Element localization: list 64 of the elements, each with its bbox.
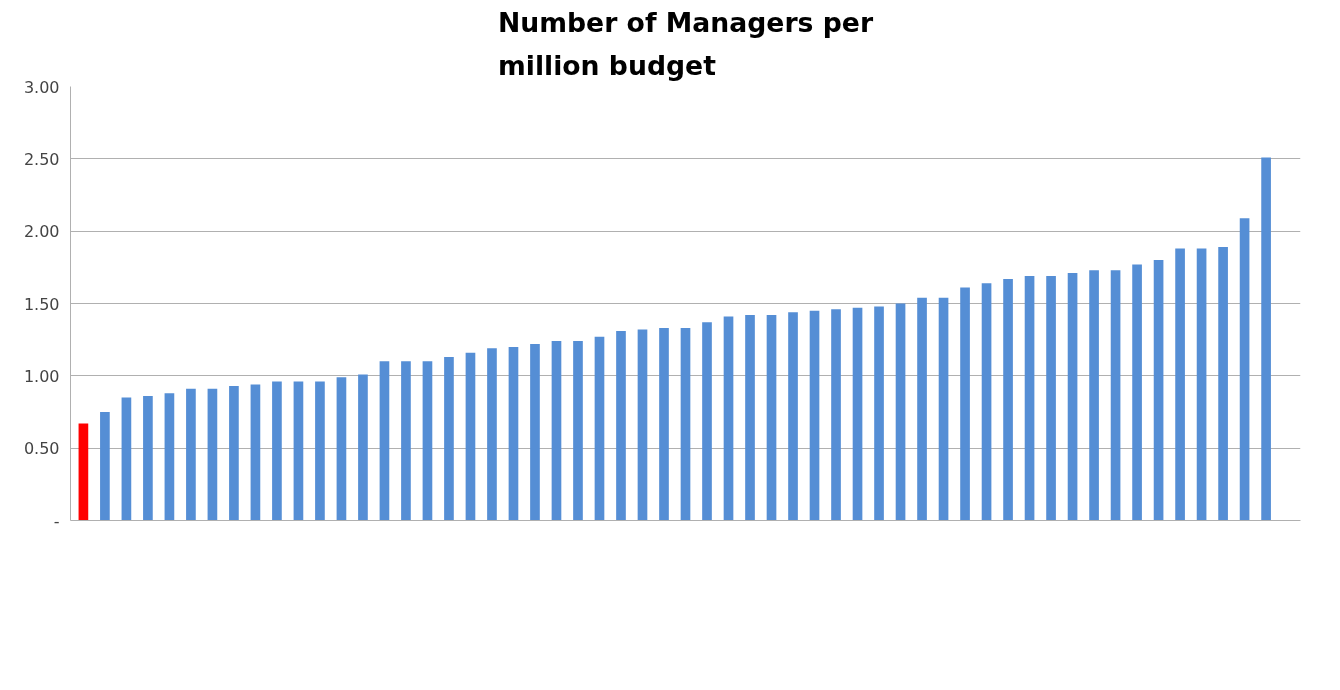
chart-title: Number of Managers per million budget: [497, 7, 874, 82]
bar: [487, 348, 497, 521]
bar: [444, 357, 454, 521]
bar: [1239, 218, 1250, 521]
bar: [1067, 273, 1078, 521]
bar: [551, 341, 562, 521]
bar: [895, 303, 906, 521]
y-tick-label: 1.00: [23, 366, 60, 386]
bar: [78, 423, 89, 521]
bar: [121, 397, 132, 521]
bar: [659, 328, 669, 521]
bar: [1046, 276, 1056, 521]
bar: [809, 310, 820, 521]
y-tick-label: -: [53, 511, 60, 531]
bar: [401, 361, 411, 521]
y-tick-label: 0.50: [23, 439, 60, 459]
bar: [100, 412, 110, 521]
bar: [723, 316, 734, 521]
bar: [788, 312, 798, 521]
bar: [207, 388, 218, 521]
bar: [1196, 248, 1207, 521]
bar: [1175, 248, 1185, 521]
bar: [938, 297, 949, 521]
bar: [981, 283, 992, 521]
bar: [164, 393, 175, 521]
bar: [530, 344, 540, 521]
bar: [1110, 270, 1121, 521]
bar: [1261, 157, 1271, 521]
bar: [1218, 247, 1228, 521]
bar: [422, 361, 433, 521]
bar: [379, 361, 390, 521]
bar: [1153, 260, 1164, 521]
y-tick-label: 3.00: [23, 77, 60, 97]
bar: [766, 315, 777, 521]
bar: [1089, 270, 1099, 521]
bar: [293, 381, 304, 521]
bar: [186, 388, 196, 521]
bar: [831, 309, 841, 521]
bar: [336, 377, 347, 521]
bar: [1132, 264, 1142, 521]
bar: [917, 297, 927, 521]
bar: [702, 322, 712, 521]
bar: [874, 306, 884, 521]
bar: [250, 384, 261, 521]
bar: [594, 336, 605, 521]
y-tick-label: 2.50: [23, 149, 60, 169]
bar: [680, 328, 691, 521]
bar: [1003, 278, 1013, 521]
bar: [745, 315, 755, 521]
bar: [852, 307, 863, 521]
bar: [315, 381, 325, 521]
bar: [272, 381, 282, 521]
bar: [960, 287, 970, 521]
bar: [573, 341, 583, 521]
bar: [358, 374, 368, 521]
y-tick-label: 1.50: [23, 294, 60, 314]
bar: [637, 329, 648, 521]
bar: [229, 385, 239, 521]
bar: [143, 396, 153, 521]
bar: [508, 346, 519, 521]
bar: [1024, 276, 1035, 521]
bar: [465, 352, 476, 521]
y-tick-label: 2.00: [23, 222, 60, 242]
bar: [616, 330, 626, 521]
